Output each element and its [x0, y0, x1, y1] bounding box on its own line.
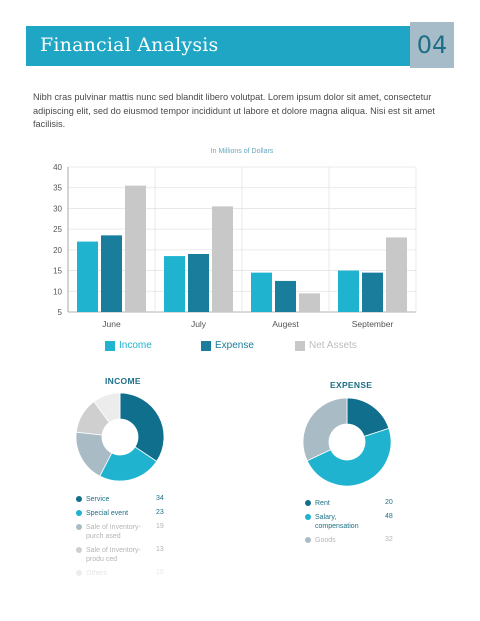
- pie-legend-label: Service: [86, 496, 110, 503]
- pie-legend-item: Special event 23: [76, 509, 164, 518]
- legend-item-net-assets: Net Assets: [295, 340, 357, 351]
- bar-expense: [275, 280, 296, 312]
- pie-legend-dot: [76, 524, 82, 530]
- pie-legend-value: 20: [385, 499, 393, 506]
- pie-legend-label: Goods: [315, 537, 336, 544]
- bar-chart-legend: Income Expense Net Assets: [0, 340, 480, 354]
- pie-legend-label: Special event: [86, 510, 129, 517]
- bar-net-assets: [299, 293, 320, 312]
- pie-legend-dot: [76, 547, 82, 553]
- y-tick-label: 10: [53, 287, 62, 296]
- x-tick-label: July: [191, 319, 207, 329]
- legend-label: Expense: [215, 340, 254, 351]
- pie-legend-dot: [76, 496, 82, 502]
- pie-slice-service: [119, 392, 165, 462]
- pie-legend-value: 10: [156, 569, 164, 576]
- pie-legend-item: Others 10: [76, 569, 164, 578]
- income-pie-title: INCOME: [105, 376, 141, 386]
- y-tick-label: 40: [53, 163, 62, 172]
- bar-expense: [101, 235, 122, 312]
- legend-item-income: Income: [105, 340, 152, 351]
- pie-slice-special-event: [99, 446, 158, 482]
- bar-net-assets: [386, 237, 407, 312]
- pie-legend-dot: [76, 570, 82, 576]
- pie-slice-sale-of-inventory-purch-ased: [75, 431, 113, 477]
- pie-legend-item: Sale of Inventory-purch ased 19: [76, 523, 164, 541]
- x-tick-label: Augest: [272, 319, 299, 329]
- pie-legend-item: Goods 32: [305, 536, 393, 545]
- bar-income: [77, 241, 98, 312]
- pie-legend-dot: [305, 514, 311, 520]
- pie-slice-salary-compensation: [306, 427, 392, 487]
- y-tick-label: 25: [53, 225, 62, 234]
- pie-legend-label: Sale of Inventory-produ ced: [86, 547, 141, 563]
- page-title: Financial Analysis: [40, 34, 219, 56]
- legend-swatch: [105, 340, 115, 351]
- y-tick-label: 5: [58, 308, 63, 317]
- legend-label: Income: [119, 340, 152, 351]
- pie-slice-rent: [346, 397, 390, 437]
- x-tick-label: June: [102, 319, 121, 329]
- pie-legend-dot: [305, 500, 311, 506]
- pie-legend-dot: [305, 537, 311, 543]
- pie-legend-label: Salary, compensation: [315, 514, 359, 530]
- pie-slice-sale-of-inventory-produ-ced: [75, 401, 110, 436]
- y-tick-label: 20: [53, 246, 62, 255]
- pie-slice-others: [93, 392, 121, 424]
- pie-legend-label: Rent: [315, 500, 330, 507]
- x-tick-label: September: [352, 319, 394, 329]
- pie-legend-label: Sale of Inventory-purch ased: [86, 524, 141, 540]
- y-tick-label: 15: [53, 267, 62, 276]
- pie-legend-value: 19: [156, 523, 164, 530]
- pie-legend-value: 23: [156, 509, 164, 516]
- income-pie-legend: Service 34 Special event 23 Sale of Inventor…: [76, 495, 164, 583]
- header-bar: Financial Analysis: [26, 26, 410, 66]
- page-number: 04: [410, 22, 454, 68]
- y-tick-label: 35: [53, 184, 62, 193]
- pie-legend-item: Rent 20: [305, 499, 393, 508]
- pie-legend-item: Salary, compensation 48: [305, 513, 393, 531]
- pie-legend-value: 32: [385, 536, 393, 543]
- intro-paragraph: Nibh cras pulvinar mattis nunc sed bland…: [33, 92, 435, 129]
- expense-pie-legend: Rent 20 Salary, compensation 48 Goods 32: [305, 499, 393, 550]
- legend-swatch: [201, 340, 211, 351]
- bar-income: [164, 256, 185, 312]
- pie-legend-label: Others: [86, 570, 108, 577]
- bar-net-assets: [212, 206, 233, 312]
- pie-legend-dot: [76, 510, 82, 516]
- y-tick-label: 30: [53, 204, 62, 213]
- pie-legend-item: Sale of Inventory-produ ced 13: [76, 546, 164, 564]
- bar-income: [338, 270, 359, 312]
- bar-net-assets: [125, 185, 146, 312]
- bar-expense: [362, 272, 383, 312]
- pie-legend-value: 48: [385, 513, 393, 520]
- pie-slice-goods: [302, 397, 348, 462]
- bar-chart: In Millions of Dollars 5 10 15 20 25 30 35 40 Jun…: [53, 148, 417, 329]
- legend-label: Net Assets: [309, 340, 357, 351]
- legend-swatch: [295, 340, 305, 351]
- expense-pie-title: EXPENSE: [330, 380, 373, 390]
- pie-legend-item: Service 34: [76, 495, 164, 504]
- bar-expense: [188, 254, 209, 312]
- bar-income: [251, 272, 272, 312]
- legend-item-expense: Expense: [201, 340, 254, 351]
- pie-legend-value: 34: [156, 495, 164, 502]
- pie-legend-value: 13: [156, 546, 164, 553]
- bar-chart-title: In Millions of Dollars: [211, 148, 274, 155]
